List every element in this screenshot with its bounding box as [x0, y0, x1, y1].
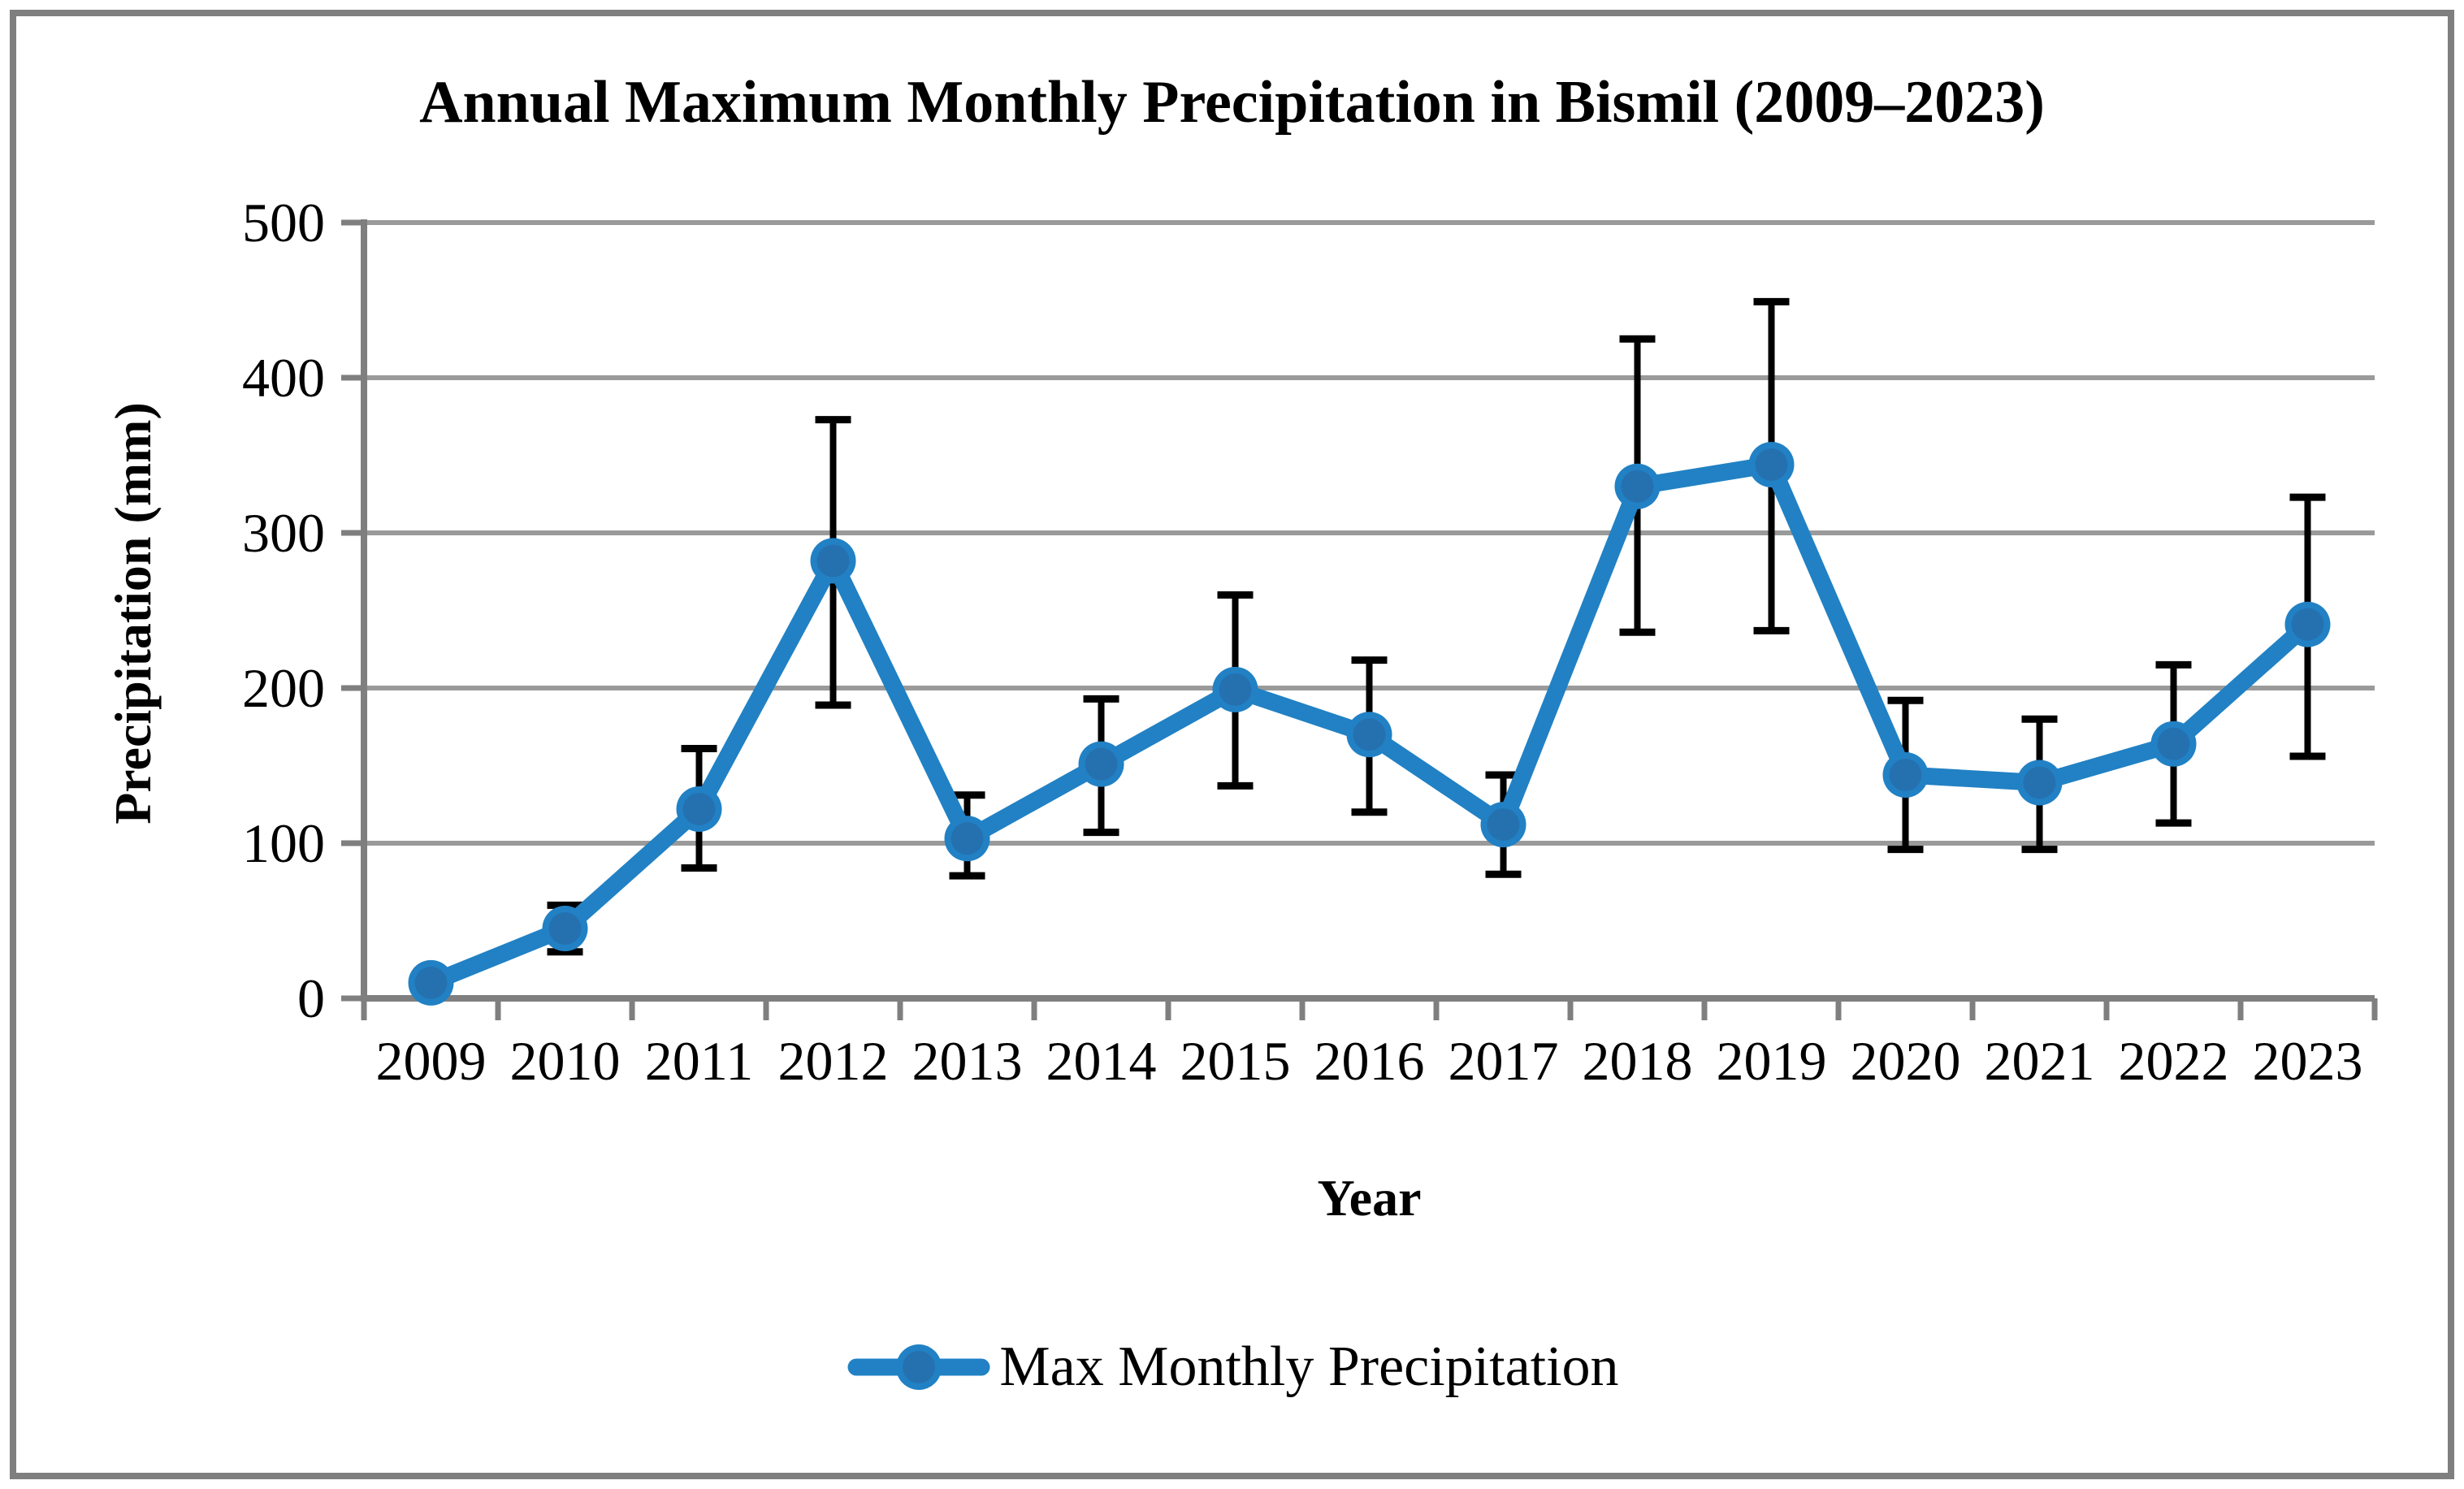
y-tick-label-100: 100: [242, 812, 325, 874]
data-point-inner-2021: [2023, 766, 2056, 799]
data-point-inner-2023: [2291, 608, 2324, 641]
x-tick-label-2011: 2011: [644, 1030, 754, 1092]
y-tick-label-300: 300: [242, 502, 325, 564]
data-point-inner-2020: [1889, 758, 1922, 791]
x-tick-label-2016: 2016: [1314, 1030, 1425, 1092]
y-tick-label-200: 200: [242, 657, 325, 719]
x-tick-label-2012: 2012: [777, 1030, 889, 1092]
data-point-inner-2011: [682, 792, 716, 825]
chart-title: Annual Maximum Monthly Precipitation in …: [419, 69, 2045, 136]
data-point-inner-2009: [414, 966, 448, 999]
x-tick-label-2009: 2009: [375, 1030, 487, 1092]
x-tick-label-2023: 2023: [2252, 1030, 2363, 1092]
data-point-inner-2018: [1621, 470, 1654, 503]
x-tick-label-2017: 2017: [1448, 1030, 1559, 1092]
data-point-inner-2014: [1085, 747, 1118, 781]
data-point-inner-2016: [1353, 718, 1386, 751]
x-tick-label-2018: 2018: [1582, 1030, 1693, 1092]
x-tick-label-2020: 2020: [1850, 1030, 1961, 1092]
data-point-inner-2012: [816, 544, 850, 578]
legend: Max Monthly Precipitation: [0, 1322, 2464, 1412]
x-tick-label-2021: 2021: [1984, 1030, 2095, 1092]
x-tick-label-2010: 2010: [509, 1030, 621, 1092]
x-tick-label-2014: 2014: [1046, 1030, 1157, 1092]
y-tick-label-400: 400: [242, 347, 325, 409]
legend-marker-icon: [847, 1344, 990, 1390]
data-point-inner-2022: [2157, 727, 2190, 760]
x-tick-label-2015: 2015: [1180, 1030, 1291, 1092]
y-tick-label-500: 500: [242, 192, 325, 253]
x-axis-title: Year: [1317, 1169, 1422, 1227]
legend-label: Max Monthly Precipitation: [999, 1335, 1619, 1398]
data-point-inner-2017: [1487, 808, 1520, 842]
data-point-inner-2013: [951, 822, 984, 855]
data-point-inner-2019: [1755, 448, 1788, 481]
x-tick-label-2013: 2013: [912, 1030, 1023, 1092]
y-tick-label-0: 0: [297, 967, 325, 1029]
x-tick-label-2022: 2022: [2118, 1030, 2229, 1092]
x-tick-label-2019: 2019: [1716, 1030, 1827, 1092]
data-point-inner-2010: [548, 912, 582, 946]
data-point-inner-2015: [1219, 673, 1252, 706]
